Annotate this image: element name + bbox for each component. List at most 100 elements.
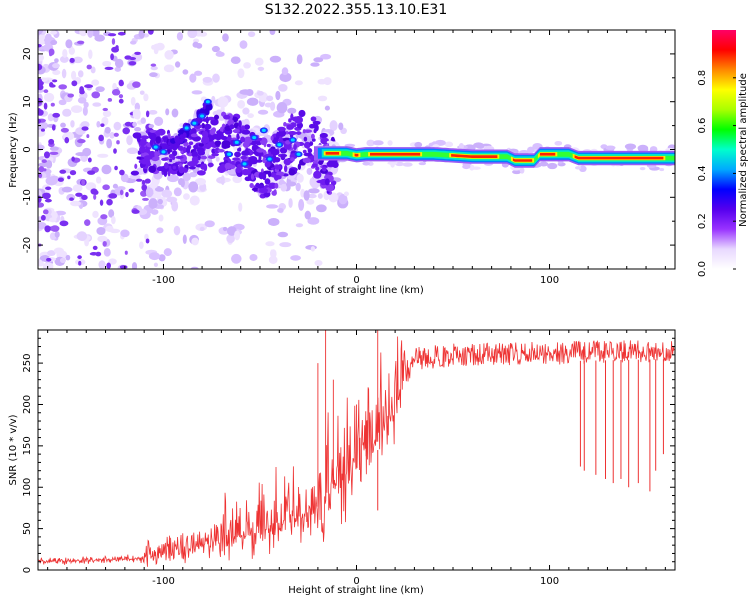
speckle-blob [58, 84, 67, 89]
noise-blob [148, 110, 157, 115]
cluster-blob [144, 155, 153, 160]
speckle-blob [146, 111, 149, 118]
noise-blob [203, 77, 213, 83]
noise-blob [275, 91, 280, 100]
speckle-blob [45, 199, 52, 203]
noise-blob [296, 223, 303, 227]
cluster-blob [262, 157, 266, 163]
hot-spot-core [200, 114, 204, 117]
noise-blob [249, 254, 257, 261]
cluster-blob [215, 140, 221, 146]
hot-spot-core [185, 126, 189, 129]
noise-blob [83, 106, 88, 116]
cluster-blob [251, 174, 254, 180]
speckle-blob [43, 168, 47, 171]
noise-blob [88, 49, 92, 59]
cluster-blob [311, 116, 317, 121]
speckle-blob [77, 255, 82, 259]
speckle-blob [100, 123, 104, 127]
noise-blob [97, 236, 107, 242]
ridge-halo-blob [659, 168, 664, 171]
noise-blob [103, 110, 111, 117]
cluster-blob [232, 157, 240, 160]
halo-blob [181, 179, 185, 188]
speckle-blob [100, 200, 103, 206]
cluster-blob [308, 148, 313, 153]
noise-blob [266, 204, 278, 208]
cluster-blob [164, 162, 169, 169]
colorbar-tick-label: 0.2 [697, 213, 708, 229]
noise-blob [277, 208, 283, 213]
noise-blob [265, 241, 274, 246]
speckle-blob [125, 192, 129, 197]
speckle-blob [115, 45, 118, 50]
speckle-blob [119, 170, 125, 176]
cluster-blob [288, 118, 291, 122]
ridge-halo-blob [373, 140, 384, 145]
halo-blob [297, 174, 304, 183]
noise-blob [73, 184, 83, 192]
cluster-blob [259, 172, 264, 179]
noise-blob [243, 62, 251, 68]
noise-blob [151, 45, 156, 50]
cluster-blob [271, 136, 274, 141]
noise-blob [70, 120, 74, 128]
spectrogram-y-label: Frequency (Hz) [8, 112, 19, 188]
speckle-blob [52, 79, 57, 82]
cluster-blob [325, 178, 330, 185]
cluster-blob [258, 156, 261, 161]
noise-blob [174, 187, 182, 196]
speckle-blob [136, 179, 142, 182]
halo-blob [344, 192, 349, 197]
halo-blob [257, 91, 264, 96]
cluster-blob [197, 147, 204, 154]
halo-blob [309, 178, 313, 186]
noise-blob [279, 242, 291, 247]
speckle-blob [119, 94, 123, 98]
cluster-blob [304, 137, 308, 142]
speckle-blob [98, 135, 104, 142]
cluster-blob [190, 161, 197, 166]
cluster-blob [311, 134, 315, 140]
cluster-blob [189, 166, 196, 169]
speckle-blob [50, 152, 59, 155]
halo-blob [307, 168, 313, 175]
cluster-blob [240, 156, 247, 160]
noise-blob [216, 156, 220, 161]
noise-blob [96, 176, 101, 183]
noise-blob [96, 121, 100, 128]
noise-blob [95, 86, 104, 92]
cluster-blob [172, 156, 176, 160]
x-tick-label: -100 [152, 275, 175, 286]
noise-blob [268, 218, 280, 226]
ridge-halo-blob [520, 167, 525, 173]
speckle-blob [128, 61, 136, 65]
cluster-blob [214, 115, 219, 120]
speckle-blob [49, 82, 53, 87]
noise-blob [78, 97, 87, 104]
speckle-blob [60, 221, 69, 227]
hot-spot-core [192, 122, 196, 125]
speckle-blob [95, 252, 101, 257]
cluster-blob [263, 139, 266, 147]
noise-blob [165, 108, 169, 115]
noise-blob [35, 54, 44, 61]
speckle-blob [70, 58, 75, 63]
speckle-blob [84, 219, 90, 226]
halo-blob [298, 199, 304, 211]
noise-blob [143, 93, 148, 101]
noise-blob [102, 61, 111, 67]
cluster-blob [202, 131, 208, 138]
hot-spot-core [297, 153, 301, 156]
cluster-blob [304, 153, 313, 157]
speckle-blob [142, 180, 146, 185]
speckle-blob [77, 139, 86, 143]
noise-blob [222, 33, 229, 41]
cluster-blob [303, 129, 312, 133]
cluster-blob [275, 165, 282, 170]
cluster-blob [199, 143, 204, 147]
noise-blob [101, 165, 111, 175]
cluster-blob [314, 129, 317, 133]
cluster-blob [277, 127, 286, 132]
